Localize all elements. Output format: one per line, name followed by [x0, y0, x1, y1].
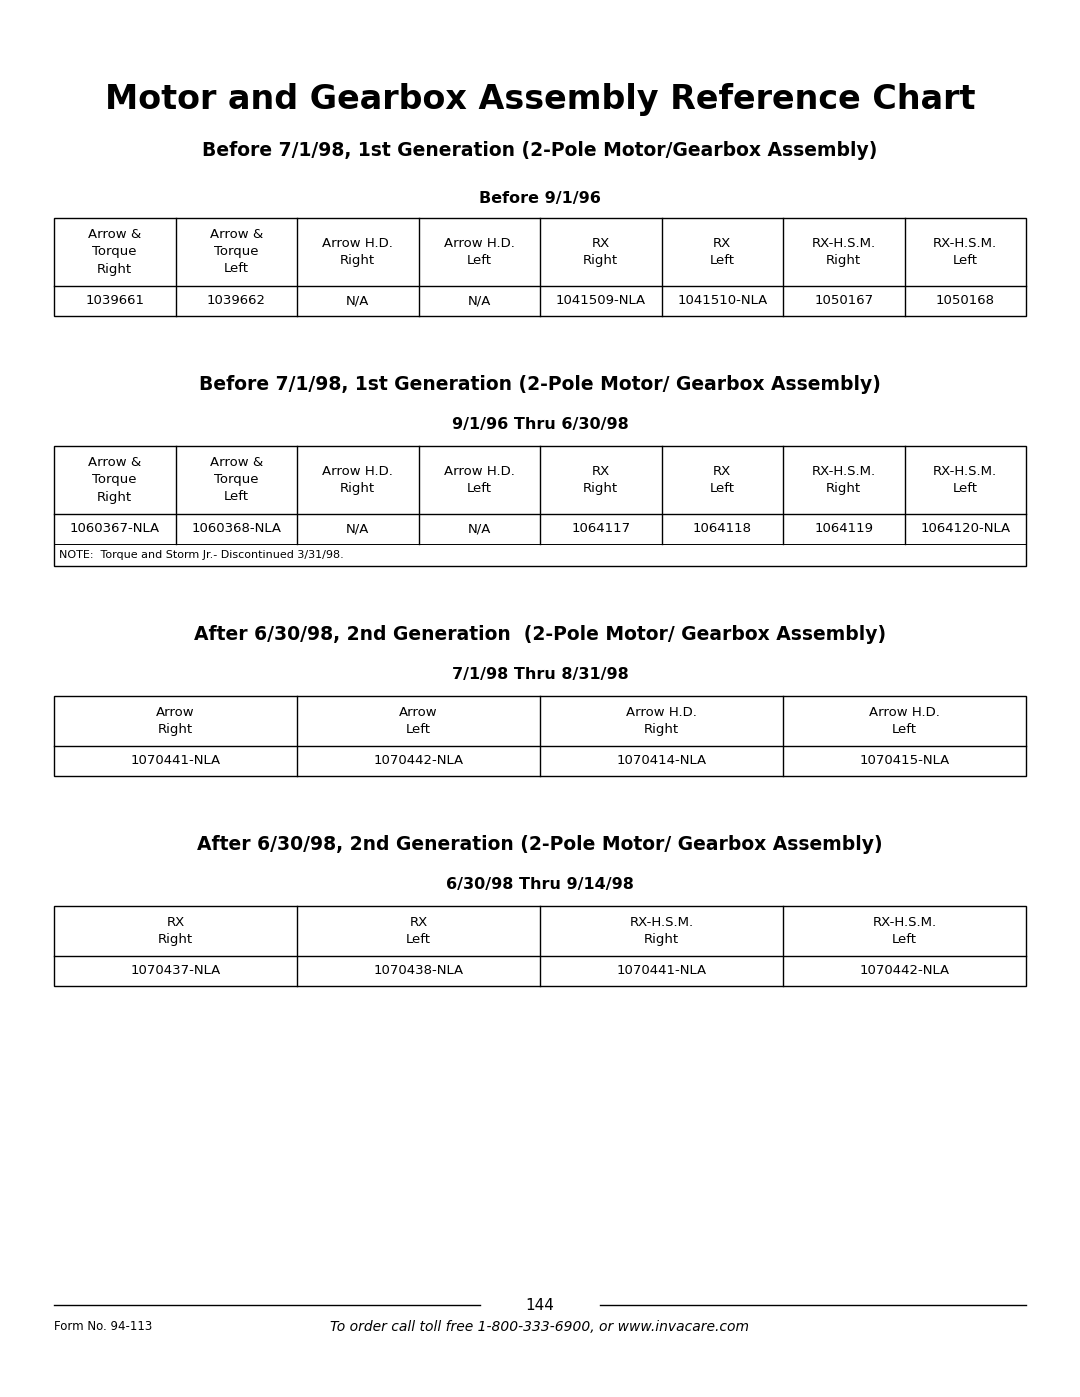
Text: 1050167: 1050167 — [814, 295, 874, 307]
Text: 1064118: 1064118 — [692, 522, 752, 535]
Bar — [54, 907, 1026, 986]
Text: 1070442-NLA: 1070442-NLA — [860, 964, 949, 978]
Text: Arrow &
Torque
Left: Arrow & Torque Left — [210, 457, 262, 503]
Text: Arrow H.D.
Left: Arrow H.D. Left — [869, 705, 940, 736]
Text: After 6/30/98, 2nd Generation  (2-Pole Motor/ Gearbox Assembly): After 6/30/98, 2nd Generation (2-Pole Mo… — [194, 624, 886, 644]
Text: 9/1/96 Thru 6/30/98: 9/1/96 Thru 6/30/98 — [451, 416, 629, 432]
Text: Arrow &
Torque
Right: Arrow & Torque Right — [89, 229, 141, 275]
Text: 6/30/98 Thru 9/14/98: 6/30/98 Thru 9/14/98 — [446, 876, 634, 891]
Text: RX
Right: RX Right — [158, 916, 193, 946]
Text: Arrow &
Torque
Left: Arrow & Torque Left — [210, 229, 262, 275]
Text: RX-H.S.M.
Left: RX-H.S.M. Left — [933, 237, 997, 267]
Text: RX-H.S.M.
Right: RX-H.S.M. Right — [812, 465, 876, 495]
Text: 1050168: 1050168 — [935, 295, 995, 307]
Text: 1064119: 1064119 — [814, 522, 874, 535]
Text: N/A: N/A — [346, 522, 369, 535]
Text: To order call toll free 1-800-333-6900, or www.invacare.com: To order call toll free 1-800-333-6900, … — [330, 1320, 750, 1334]
Text: 1041510-NLA: 1041510-NLA — [677, 295, 768, 307]
Text: N/A: N/A — [468, 522, 491, 535]
Text: Arrow &
Torque
Right: Arrow & Torque Right — [89, 457, 141, 503]
Text: 1039662: 1039662 — [206, 295, 266, 307]
Text: Before 9/1/96: Before 9/1/96 — [480, 190, 600, 205]
Text: Form No. 94-113: Form No. 94-113 — [54, 1320, 152, 1334]
Text: 1070442-NLA: 1070442-NLA — [374, 754, 463, 767]
Text: Arrow H.D.
Left: Arrow H.D. Left — [444, 237, 515, 267]
Text: Before 7/1/98, 1st Generation (2-Pole Motor/ Gearbox Assembly): Before 7/1/98, 1st Generation (2-Pole Mo… — [199, 374, 881, 394]
Text: RX
Left: RX Left — [710, 237, 734, 267]
Text: 1064120-NLA: 1064120-NLA — [920, 522, 1010, 535]
Text: RX
Left: RX Left — [406, 916, 431, 946]
Text: 1060368-NLA: 1060368-NLA — [191, 522, 281, 535]
Text: RX
Right: RX Right — [583, 237, 619, 267]
Text: Arrow
Left: Arrow Left — [400, 705, 437, 736]
Text: After 6/30/98, 2nd Generation (2-Pole Motor/ Gearbox Assembly): After 6/30/98, 2nd Generation (2-Pole Mo… — [198, 834, 882, 854]
Text: Arrow H.D.
Left: Arrow H.D. Left — [444, 465, 515, 495]
Text: 1070415-NLA: 1070415-NLA — [860, 754, 949, 767]
Text: N/A: N/A — [346, 295, 369, 307]
Text: 1041509-NLA: 1041509-NLA — [556, 295, 646, 307]
Text: N/A: N/A — [468, 295, 491, 307]
Text: Arrow H.D.
Right: Arrow H.D. Right — [322, 237, 393, 267]
Text: 1070437-NLA: 1070437-NLA — [131, 964, 220, 978]
Text: 1070438-NLA: 1070438-NLA — [374, 964, 463, 978]
Text: 1070441-NLA: 1070441-NLA — [131, 754, 220, 767]
Text: Arrow H.D.
Right: Arrow H.D. Right — [626, 705, 697, 736]
Text: 1060367-NLA: 1060367-NLA — [70, 522, 160, 535]
Text: 1070441-NLA: 1070441-NLA — [617, 964, 706, 978]
Text: 144: 144 — [526, 1298, 554, 1313]
Text: 7/1/98 Thru 8/31/98: 7/1/98 Thru 8/31/98 — [451, 666, 629, 682]
Text: Motor and Gearbox Assembly Reference Chart: Motor and Gearbox Assembly Reference Cha… — [105, 84, 975, 116]
Text: 1064117: 1064117 — [571, 522, 631, 535]
Text: Before 7/1/98, 1st Generation (2-Pole Motor/Gearbox Assembly): Before 7/1/98, 1st Generation (2-Pole Mo… — [202, 141, 878, 159]
Text: 1039661: 1039661 — [85, 295, 145, 307]
Text: Arrow
Right: Arrow Right — [157, 705, 194, 736]
Text: RX-H.S.M.
Right: RX-H.S.M. Right — [630, 916, 693, 946]
Bar — [54, 218, 1026, 316]
Text: NOTE:  Torque and Storm Jr.- Discontinued 3/31/98.: NOTE: Torque and Storm Jr.- Discontinued… — [59, 550, 343, 560]
Text: RX
Right: RX Right — [583, 465, 619, 495]
Bar — [54, 696, 1026, 775]
Bar — [54, 446, 1026, 566]
Text: RX
Left: RX Left — [710, 465, 734, 495]
Text: RX-H.S.M.
Left: RX-H.S.M. Left — [873, 916, 936, 946]
Text: 1070414-NLA: 1070414-NLA — [617, 754, 706, 767]
Text: RX-H.S.M.
Right: RX-H.S.M. Right — [812, 237, 876, 267]
Text: RX-H.S.M.
Left: RX-H.S.M. Left — [933, 465, 997, 495]
Text: Arrow H.D.
Right: Arrow H.D. Right — [322, 465, 393, 495]
